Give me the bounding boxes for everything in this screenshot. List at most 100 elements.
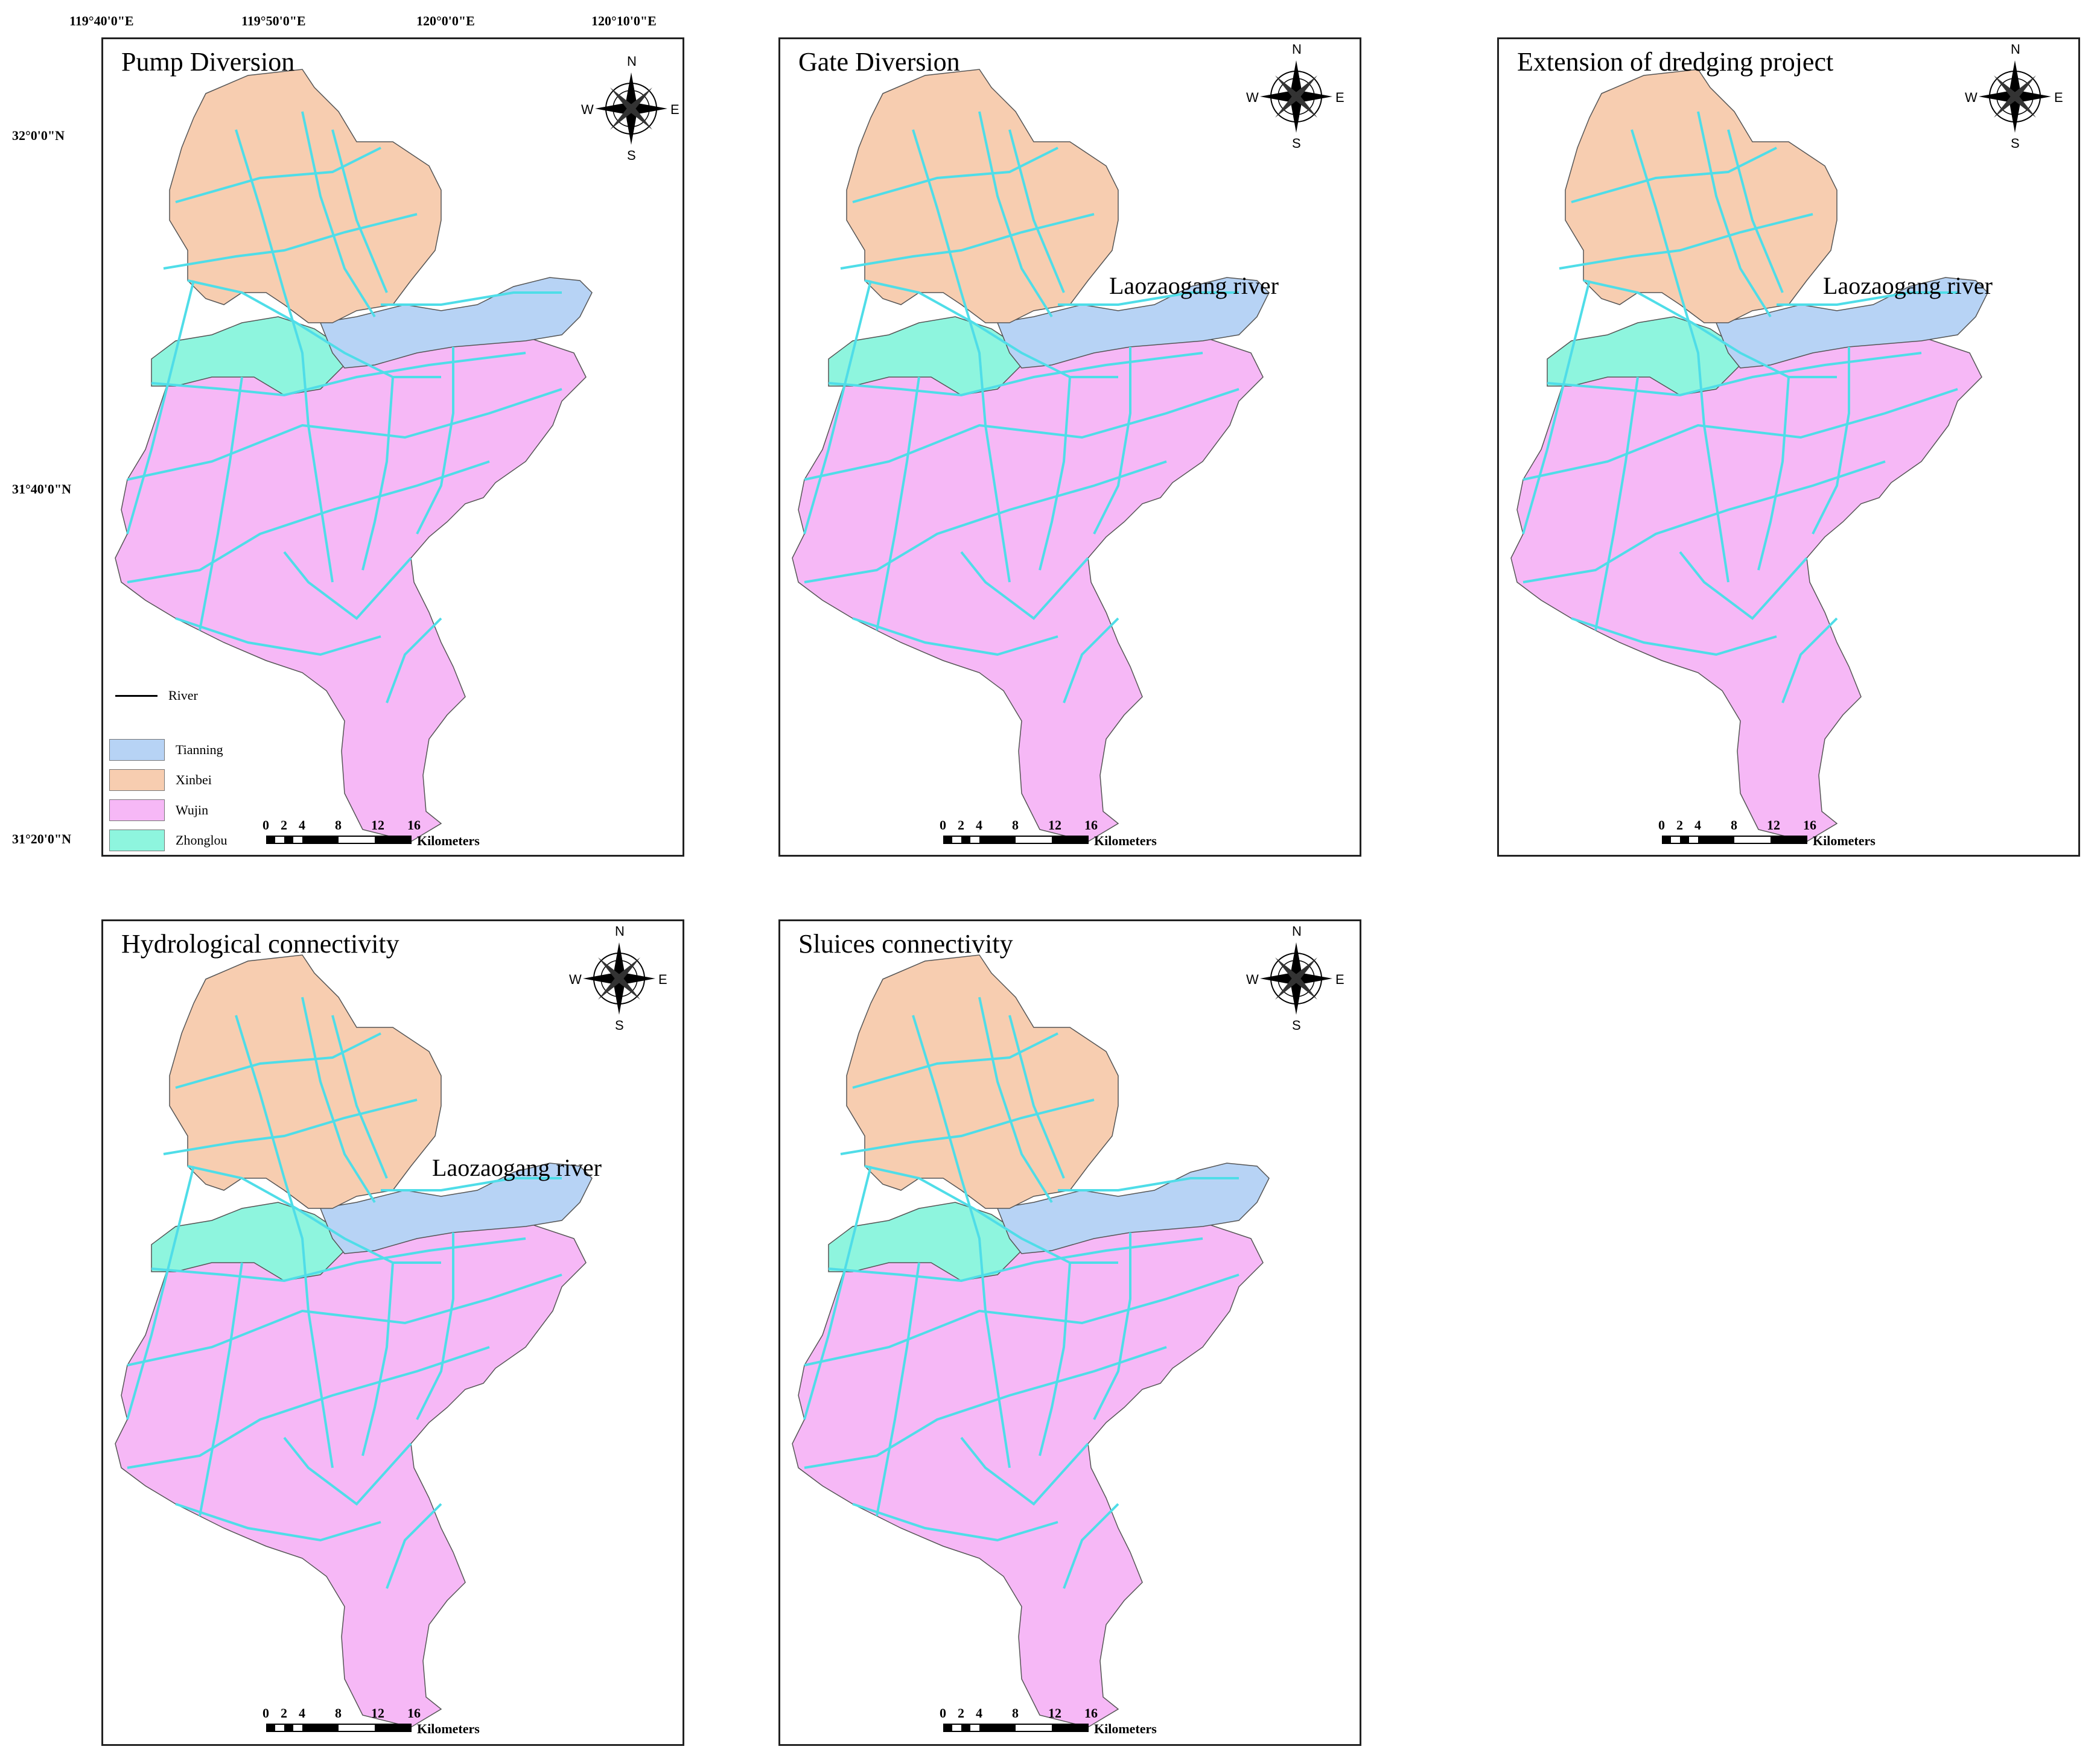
scale-tick-label: 16 [407, 1705, 421, 1721]
legend-item-tianning: Tianning [109, 739, 223, 761]
scale-tick-label: 2 [1676, 817, 1683, 833]
scale-tick-label: 16 [1084, 817, 1098, 833]
panel-title: Hydrological connectivity [121, 929, 399, 959]
compass-e: E [658, 972, 667, 987]
legend-item-xinbei: Xinbei [109, 769, 212, 791]
scale-tick-label: 4 [1694, 817, 1701, 833]
legend-label: Zhonglou [176, 833, 228, 848]
compass-star-icon [1979, 60, 2051, 133]
compass-w: W [1246, 972, 1259, 987]
district-map [1510, 68, 1989, 843]
scale-tick-label: 4 [976, 817, 982, 833]
compass-s: S [627, 148, 636, 163]
scale-bar: 0 2 4 8 12 16 Kilometers [262, 1705, 538, 1742]
compass-rose: N S W E [1246, 42, 1344, 151]
scale-bar-graphic [266, 1724, 412, 1732]
legend-item-wujin: Wujin [109, 799, 208, 821]
district-map [791, 68, 1270, 843]
lon-label: 119°50'0"E [241, 13, 306, 28]
district-map [791, 954, 1270, 1728]
scale-tick-label: 16 [407, 817, 421, 833]
scale-unit: Kilometers [417, 833, 480, 848]
map-panel-pump-diversion: Pump Diversion N S W E River Tianning Xinbe… [101, 37, 684, 857]
panel-title: Gate Diversion [798, 47, 960, 77]
lon-label: 120°0'0"E [416, 13, 475, 28]
scale-unit: Kilometers [1094, 1721, 1157, 1736]
compass-star-icon [583, 942, 655, 1015]
scale-tick-label: 2 [281, 817, 287, 833]
river-label: Laozaogang river [1823, 272, 1993, 299]
legend-item-zhonglou: Zhonglou [109, 830, 228, 851]
map-panel-hydrological-connectivity: Hydrological connectivity Laozaogang riv… [101, 919, 684, 1746]
scale-tick-label: 8 [1012, 817, 1019, 833]
scale-tick-label: 16 [1084, 1705, 1098, 1721]
scale-tick-label: 0 [262, 1705, 269, 1721]
scale-tick-label: 2 [958, 1705, 964, 1721]
compass-n: N [1292, 924, 1302, 939]
scale-tick-label: 8 [335, 817, 342, 833]
scale-tick-label: 8 [1731, 817, 1737, 833]
legend-label: Tianning [176, 742, 223, 757]
compass-star-icon [595, 72, 667, 145]
lat-label: 31°40'0"N [12, 481, 72, 497]
lon-label: 119°40'0"E [69, 13, 134, 28]
compass-n: N [627, 54, 637, 69]
legend-item-river: River [109, 688, 198, 703]
district-map [114, 954, 593, 1728]
compass-s: S [615, 1018, 624, 1033]
color-swatch [109, 799, 165, 821]
scale-bar: 0 2 4 8 12 16 Kilometers [262, 817, 538, 854]
scale-bar: 0 2 4 8 12 16 Kilometers [1658, 817, 1933, 854]
color-swatch [109, 739, 165, 761]
compass-e: E [670, 102, 679, 117]
map-panel-extension-of-dredging-project: Extension of dredging project Laozaogang… [1497, 37, 2080, 857]
compass-rose: N S W E [1965, 42, 2063, 151]
scale-unit: Kilometers [1813, 833, 1876, 848]
compass-w: W [1965, 90, 1978, 105]
scale-tick-label: 8 [335, 1705, 342, 1721]
compass-rose: N S W E [1246, 924, 1344, 1033]
panel-title: Extension of dredging project [1517, 47, 1834, 77]
compass-n: N [2011, 42, 2020, 57]
panel-title: Pump Diversion [121, 47, 295, 77]
panel-title: Sluices connectivity [798, 929, 1013, 959]
scale-bar-graphic [1662, 836, 1807, 844]
lat-label: 31°20'0"N [12, 831, 72, 846]
legend-label: Wujin [176, 802, 209, 817]
scale-tick-label: 2 [281, 1705, 287, 1721]
scale-tick-label: 12 [1048, 1705, 1061, 1721]
scale-tick-label: 4 [976, 1705, 982, 1721]
scale-tick-label: 12 [1767, 817, 1780, 833]
scale-tick-label: 12 [1048, 817, 1061, 833]
legend-label: River [168, 688, 198, 703]
scale-bar-graphic [266, 836, 412, 844]
compass-w: W [1246, 90, 1259, 105]
scale-unit: Kilometers [417, 1721, 480, 1736]
compass-n: N [615, 924, 625, 939]
compass-s: S [2011, 136, 2020, 151]
map-panel-sluices-connectivity: Sluices connectivity N S W E 0 2 4 8 12 16 Kilome… [778, 919, 1361, 1746]
scale-tick-label: 12 [371, 1705, 384, 1721]
compass-w: W [581, 102, 594, 117]
scale-bar: 0 2 4 8 12 16 Kilometers [940, 1705, 1215, 1742]
compass-w: W [569, 972, 582, 987]
color-swatch [109, 769, 165, 791]
legend-label: Xinbei [176, 772, 212, 787]
compass-rose: N S W E [569, 924, 667, 1033]
scale-tick-label: 0 [940, 817, 946, 833]
lon-label: 120°10'0"E [591, 13, 657, 28]
river-label: Laozaogang river [432, 1154, 602, 1181]
scale-unit: Kilometers [1094, 833, 1157, 848]
compass-e: E [1335, 90, 1344, 105]
compass-n: N [1292, 42, 1302, 57]
scale-tick-label: 16 [1803, 817, 1816, 833]
compass-s: S [1292, 1018, 1301, 1033]
river-line-swatch [115, 694, 158, 697]
scale-bar-graphic [943, 1724, 1089, 1732]
scale-bar: 0 2 4 8 12 16 Kilometers [940, 817, 1215, 854]
scale-tick-label: 0 [940, 1705, 946, 1721]
scale-tick-label: 0 [1658, 817, 1665, 833]
river-label: Laozaogang river [1109, 272, 1279, 299]
scale-tick-label: 4 [299, 817, 305, 833]
